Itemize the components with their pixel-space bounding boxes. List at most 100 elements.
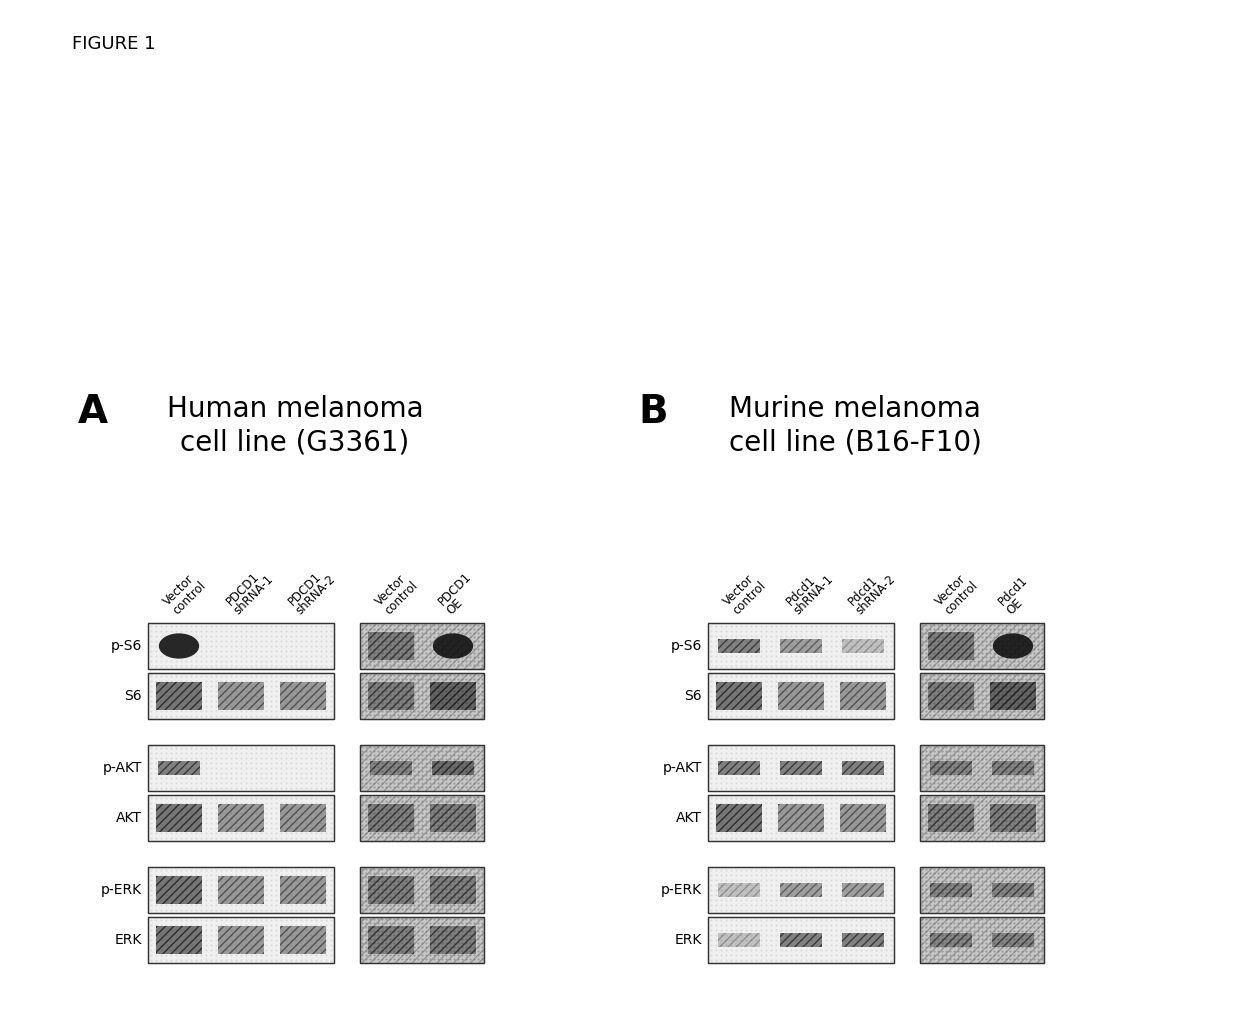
FancyBboxPatch shape xyxy=(718,883,760,897)
FancyBboxPatch shape xyxy=(777,683,825,709)
Text: Vector
control: Vector control xyxy=(722,570,768,617)
Ellipse shape xyxy=(993,633,1033,659)
FancyBboxPatch shape xyxy=(715,683,763,709)
FancyBboxPatch shape xyxy=(990,683,1037,709)
FancyBboxPatch shape xyxy=(708,623,894,669)
FancyBboxPatch shape xyxy=(156,926,202,954)
FancyBboxPatch shape xyxy=(920,867,1044,913)
FancyBboxPatch shape xyxy=(780,761,822,775)
FancyBboxPatch shape xyxy=(777,804,825,832)
FancyBboxPatch shape xyxy=(780,883,822,897)
FancyBboxPatch shape xyxy=(842,638,884,654)
FancyBboxPatch shape xyxy=(430,804,476,832)
FancyBboxPatch shape xyxy=(920,795,1044,841)
FancyBboxPatch shape xyxy=(920,673,1044,719)
FancyBboxPatch shape xyxy=(708,917,894,963)
FancyBboxPatch shape xyxy=(148,917,334,963)
FancyBboxPatch shape xyxy=(928,804,975,832)
Text: Murine melanoma
cell line (B16-F10): Murine melanoma cell line (B16-F10) xyxy=(729,395,981,457)
Text: A: A xyxy=(78,393,108,431)
FancyBboxPatch shape xyxy=(430,683,476,709)
FancyBboxPatch shape xyxy=(280,804,326,832)
FancyBboxPatch shape xyxy=(430,876,476,904)
FancyBboxPatch shape xyxy=(930,761,972,775)
FancyBboxPatch shape xyxy=(839,804,887,832)
FancyBboxPatch shape xyxy=(708,745,894,791)
FancyBboxPatch shape xyxy=(156,876,202,904)
FancyBboxPatch shape xyxy=(370,761,412,775)
Text: Human melanoma
cell line (G3361): Human melanoma cell line (G3361) xyxy=(166,395,423,457)
Text: B: B xyxy=(639,393,667,431)
Text: Pdcd1
shRNA-2: Pdcd1 shRNA-2 xyxy=(846,564,899,617)
FancyBboxPatch shape xyxy=(992,761,1034,775)
FancyBboxPatch shape xyxy=(156,804,202,832)
FancyBboxPatch shape xyxy=(780,638,822,654)
FancyBboxPatch shape xyxy=(218,683,264,709)
FancyBboxPatch shape xyxy=(708,673,894,719)
Text: S6: S6 xyxy=(684,689,702,703)
Text: Vector
control: Vector control xyxy=(934,570,980,617)
FancyBboxPatch shape xyxy=(156,683,202,709)
FancyBboxPatch shape xyxy=(360,917,484,963)
FancyBboxPatch shape xyxy=(718,638,760,654)
FancyBboxPatch shape xyxy=(842,933,884,947)
Text: p-S6: p-S6 xyxy=(110,639,143,653)
Text: PDCD1
shRNA-1: PDCD1 shRNA-1 xyxy=(223,564,277,617)
Text: Vector
control: Vector control xyxy=(373,570,420,617)
Text: p-ERK: p-ERK xyxy=(100,883,143,897)
FancyBboxPatch shape xyxy=(148,623,334,669)
FancyBboxPatch shape xyxy=(708,795,894,841)
FancyBboxPatch shape xyxy=(148,867,334,913)
FancyBboxPatch shape xyxy=(842,761,884,775)
Text: p-AKT: p-AKT xyxy=(662,761,702,775)
FancyBboxPatch shape xyxy=(280,683,326,709)
FancyBboxPatch shape xyxy=(715,804,763,832)
FancyBboxPatch shape xyxy=(360,673,484,719)
FancyBboxPatch shape xyxy=(992,883,1034,897)
Text: FIGURE 1: FIGURE 1 xyxy=(72,35,155,53)
Text: p-AKT: p-AKT xyxy=(103,761,143,775)
FancyBboxPatch shape xyxy=(360,623,484,669)
FancyBboxPatch shape xyxy=(432,761,474,775)
FancyBboxPatch shape xyxy=(360,795,484,841)
FancyBboxPatch shape xyxy=(430,926,476,954)
FancyBboxPatch shape xyxy=(718,933,760,947)
FancyBboxPatch shape xyxy=(157,761,200,775)
Text: S6: S6 xyxy=(124,689,143,703)
FancyBboxPatch shape xyxy=(148,673,334,719)
Text: Pdcd1
OE: Pdcd1 OE xyxy=(996,574,1038,617)
FancyBboxPatch shape xyxy=(842,883,884,897)
FancyBboxPatch shape xyxy=(708,867,894,913)
FancyBboxPatch shape xyxy=(148,745,334,791)
FancyBboxPatch shape xyxy=(992,933,1034,947)
FancyBboxPatch shape xyxy=(218,804,264,832)
FancyBboxPatch shape xyxy=(280,876,326,904)
Text: AKT: AKT xyxy=(117,811,143,825)
Text: PDCD1
shRNA-2: PDCD1 shRNA-2 xyxy=(285,564,339,617)
FancyBboxPatch shape xyxy=(368,926,414,954)
Text: ERK: ERK xyxy=(675,933,702,947)
Ellipse shape xyxy=(433,633,474,659)
FancyBboxPatch shape xyxy=(990,804,1037,832)
FancyBboxPatch shape xyxy=(368,804,414,832)
FancyBboxPatch shape xyxy=(928,632,975,660)
FancyBboxPatch shape xyxy=(280,926,326,954)
FancyBboxPatch shape xyxy=(368,683,414,709)
FancyBboxPatch shape xyxy=(839,683,887,709)
FancyBboxPatch shape xyxy=(360,745,484,791)
Ellipse shape xyxy=(159,633,200,659)
FancyBboxPatch shape xyxy=(218,926,264,954)
Text: ERK: ERK xyxy=(114,933,143,947)
Text: PDCD1
OE: PDCD1 OE xyxy=(435,570,482,617)
FancyBboxPatch shape xyxy=(920,623,1044,669)
FancyBboxPatch shape xyxy=(360,867,484,913)
FancyBboxPatch shape xyxy=(920,745,1044,791)
FancyBboxPatch shape xyxy=(930,883,972,897)
FancyBboxPatch shape xyxy=(920,917,1044,963)
FancyBboxPatch shape xyxy=(930,933,972,947)
FancyBboxPatch shape xyxy=(148,795,334,841)
Text: AKT: AKT xyxy=(676,811,702,825)
FancyBboxPatch shape xyxy=(368,632,414,660)
FancyBboxPatch shape xyxy=(368,876,414,904)
FancyBboxPatch shape xyxy=(718,761,760,775)
